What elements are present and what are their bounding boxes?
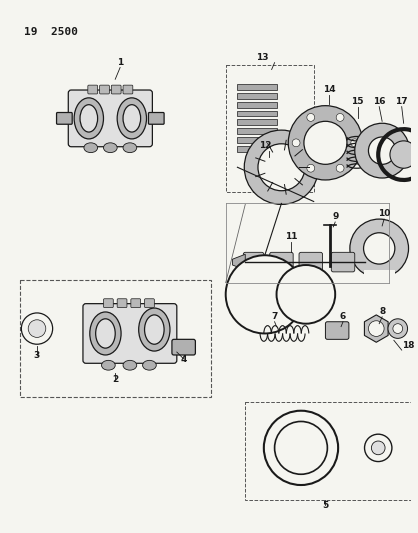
Circle shape [292, 139, 300, 147]
Ellipse shape [117, 98, 146, 139]
Circle shape [393, 324, 403, 334]
Ellipse shape [143, 360, 156, 370]
FancyBboxPatch shape [68, 90, 153, 147]
Text: 14: 14 [323, 85, 336, 94]
FancyBboxPatch shape [56, 112, 72, 124]
Circle shape [371, 441, 385, 455]
FancyBboxPatch shape [226, 64, 314, 192]
Ellipse shape [145, 315, 164, 344]
FancyBboxPatch shape [237, 110, 277, 116]
FancyBboxPatch shape [88, 85, 98, 94]
Circle shape [336, 164, 344, 172]
Circle shape [244, 130, 319, 205]
FancyBboxPatch shape [131, 299, 140, 308]
Ellipse shape [123, 104, 140, 132]
FancyBboxPatch shape [172, 340, 195, 355]
Circle shape [351, 139, 359, 147]
Circle shape [288, 106, 362, 180]
Text: 13: 13 [256, 53, 268, 62]
FancyBboxPatch shape [83, 304, 177, 364]
Text: 5: 5 [322, 500, 329, 510]
FancyBboxPatch shape [148, 112, 164, 124]
Circle shape [355, 123, 410, 178]
Text: 19  2500: 19 2500 [24, 27, 78, 37]
FancyBboxPatch shape [237, 137, 277, 143]
FancyBboxPatch shape [99, 85, 110, 94]
FancyBboxPatch shape [364, 270, 395, 280]
Circle shape [307, 114, 315, 122]
Ellipse shape [74, 98, 104, 139]
Text: 9: 9 [332, 212, 339, 221]
Circle shape [368, 137, 396, 164]
Circle shape [28, 320, 46, 337]
FancyBboxPatch shape [245, 402, 411, 500]
FancyBboxPatch shape [111, 85, 121, 94]
FancyBboxPatch shape [331, 252, 355, 272]
Text: 1: 1 [117, 58, 123, 67]
FancyBboxPatch shape [237, 102, 277, 108]
FancyBboxPatch shape [237, 146, 277, 151]
Circle shape [364, 434, 392, 462]
Circle shape [390, 141, 417, 168]
Ellipse shape [80, 104, 98, 132]
Text: 17: 17 [395, 96, 408, 106]
FancyBboxPatch shape [104, 299, 113, 308]
Ellipse shape [102, 360, 115, 370]
FancyBboxPatch shape [326, 322, 349, 340]
Circle shape [307, 164, 315, 172]
Text: 16: 16 [373, 96, 385, 106]
FancyBboxPatch shape [237, 128, 277, 134]
FancyBboxPatch shape [237, 93, 277, 99]
Circle shape [368, 321, 384, 336]
Text: 6: 6 [340, 312, 346, 321]
Text: 18: 18 [402, 341, 414, 350]
Circle shape [21, 313, 53, 344]
Polygon shape [232, 254, 245, 270]
FancyBboxPatch shape [145, 299, 154, 308]
Text: 8: 8 [379, 307, 385, 316]
Circle shape [226, 255, 304, 334]
FancyBboxPatch shape [237, 119, 277, 125]
Text: 4: 4 [181, 355, 187, 364]
FancyBboxPatch shape [117, 299, 127, 308]
Ellipse shape [96, 319, 115, 348]
Text: 11: 11 [285, 232, 298, 240]
Ellipse shape [139, 308, 170, 351]
Circle shape [275, 422, 327, 474]
Circle shape [336, 114, 344, 122]
FancyBboxPatch shape [243, 252, 264, 272]
Polygon shape [364, 315, 388, 342]
Circle shape [277, 265, 335, 324]
Text: 3: 3 [34, 351, 40, 360]
Circle shape [364, 233, 395, 264]
Circle shape [350, 219, 408, 278]
FancyBboxPatch shape [270, 252, 293, 272]
Text: 2: 2 [112, 375, 118, 384]
Text: 12: 12 [259, 141, 271, 150]
FancyBboxPatch shape [299, 252, 323, 272]
Circle shape [388, 319, 408, 338]
Text: 15: 15 [352, 96, 364, 106]
Ellipse shape [90, 312, 121, 355]
FancyBboxPatch shape [237, 84, 277, 90]
Ellipse shape [84, 143, 98, 152]
FancyBboxPatch shape [123, 85, 133, 94]
FancyBboxPatch shape [20, 280, 211, 397]
Ellipse shape [123, 360, 137, 370]
Circle shape [304, 122, 347, 164]
Ellipse shape [123, 143, 137, 152]
Circle shape [258, 144, 305, 191]
Ellipse shape [104, 143, 117, 152]
Text: 7: 7 [271, 312, 278, 321]
Text: 10: 10 [378, 209, 390, 218]
Circle shape [264, 411, 338, 485]
